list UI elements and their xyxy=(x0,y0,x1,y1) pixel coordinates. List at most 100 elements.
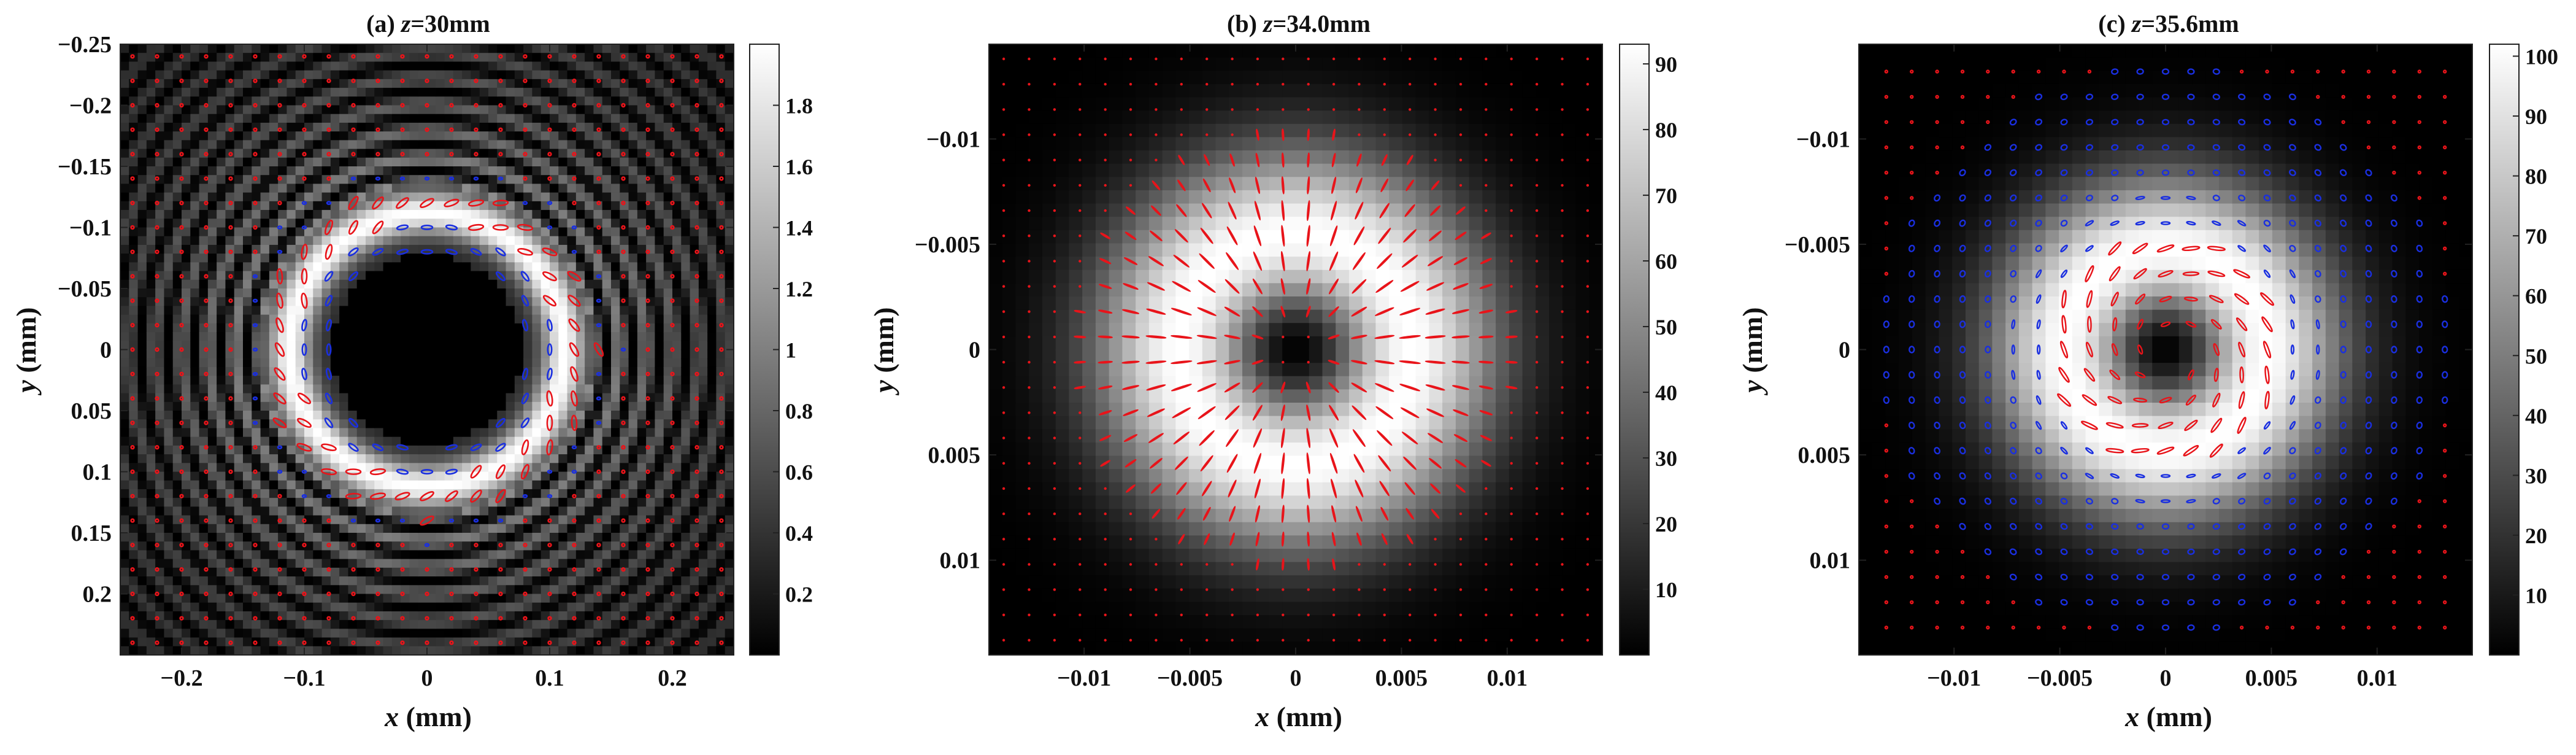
intensity-cell xyxy=(190,323,200,333)
intensity-cell xyxy=(471,341,480,350)
intensity-cell xyxy=(155,210,165,220)
intensity-cell xyxy=(330,585,340,595)
intensity-cell xyxy=(164,244,174,254)
intensity-cell xyxy=(681,602,691,612)
intensity-cell xyxy=(567,401,577,411)
intensity-cell xyxy=(444,105,454,115)
intensity-cell xyxy=(260,210,270,220)
intensity-cell xyxy=(698,314,708,324)
intensity-cell xyxy=(663,629,673,638)
intensity-cell xyxy=(137,61,147,71)
intensity-cell xyxy=(217,620,226,630)
intensity-cell xyxy=(611,384,621,394)
intensity-cell xyxy=(199,411,209,420)
intensity-cell xyxy=(321,533,331,543)
intensity-cell xyxy=(129,166,139,176)
intensity-cell xyxy=(164,454,174,464)
intensity-cell xyxy=(698,401,708,411)
intensity-cell xyxy=(523,254,533,263)
intensity-cell xyxy=(418,445,428,455)
intensity-cell xyxy=(137,620,147,630)
intensity-cell xyxy=(295,401,305,411)
intensity-cell xyxy=(137,594,147,603)
intensity-cell xyxy=(637,297,647,307)
intensity-cell xyxy=(366,332,375,342)
intensity-cell xyxy=(444,358,454,368)
intensity-cell xyxy=(585,175,594,185)
intensity-cell xyxy=(418,384,428,394)
intensity-cell xyxy=(225,306,235,316)
intensity-cell xyxy=(506,515,515,525)
intensity-cell xyxy=(217,480,226,490)
intensity-cell xyxy=(339,157,349,167)
intensity-cell xyxy=(278,254,288,263)
intensity-cell xyxy=(304,149,314,158)
intensity-cell xyxy=(366,602,375,612)
intensity-cell xyxy=(252,576,261,586)
intensity-cell xyxy=(137,88,147,98)
intensity-cell xyxy=(348,358,358,368)
intensity-cell xyxy=(681,366,691,376)
intensity-cell xyxy=(575,122,585,132)
intensity-cell xyxy=(155,550,165,560)
intensity-cell xyxy=(725,358,734,368)
intensity-cell xyxy=(558,349,568,359)
intensity-cell xyxy=(366,306,375,316)
intensity-cell xyxy=(330,262,340,272)
intensity-cell xyxy=(462,533,472,543)
intensity-cell xyxy=(401,44,410,54)
intensity-cell xyxy=(497,559,507,568)
intensity-cell xyxy=(374,254,384,263)
intensity-cell xyxy=(286,419,296,429)
intensity-cell xyxy=(137,515,147,525)
intensity-cell xyxy=(655,184,664,193)
intensity-cell xyxy=(725,454,734,464)
intensity-cell xyxy=(655,559,664,568)
intensity-cell xyxy=(234,550,244,560)
intensity-cell xyxy=(655,227,664,237)
intensity-cell xyxy=(646,262,656,272)
intensity-cell xyxy=(488,105,498,115)
intensity-cell xyxy=(418,140,428,150)
intensity-cell xyxy=(532,175,542,185)
intensity-cell xyxy=(313,79,323,88)
intensity-cell xyxy=(269,376,279,385)
intensity-cell xyxy=(374,114,384,123)
intensity-cell xyxy=(260,96,270,106)
intensity-cell xyxy=(593,620,603,630)
intensity-cell xyxy=(330,288,340,298)
intensity-cell xyxy=(391,166,401,176)
intensity-cell xyxy=(444,88,454,98)
intensity-cell xyxy=(234,88,244,98)
intensity-cell xyxy=(471,254,480,263)
intensity-cell xyxy=(164,254,174,263)
intensity-cell xyxy=(120,149,130,158)
intensity-cell xyxy=(330,341,340,350)
intensity-cell xyxy=(321,480,331,490)
intensity-cell xyxy=(532,480,542,490)
intensity-cell xyxy=(252,88,261,98)
intensity-cell xyxy=(401,576,410,586)
intensity-cell xyxy=(453,105,463,115)
intensity-cell xyxy=(532,550,542,560)
intensity-cell xyxy=(628,506,638,516)
intensity-cell xyxy=(217,611,226,621)
intensity-cell xyxy=(155,227,165,237)
intensity-cell xyxy=(418,61,428,71)
intensity-cell xyxy=(602,61,612,71)
intensity-cell xyxy=(207,244,217,254)
intensity-cell xyxy=(532,445,542,455)
intensity-cell xyxy=(286,585,296,595)
intensity-cell xyxy=(681,401,691,411)
intensity-cell xyxy=(252,306,261,316)
intensity-cell xyxy=(321,567,331,577)
intensity-cell xyxy=(690,61,699,71)
intensity-cell xyxy=(401,524,410,533)
intensity-cell xyxy=(207,192,217,202)
intensity-cell xyxy=(444,192,454,202)
intensity-cell xyxy=(462,358,472,368)
intensity-cell xyxy=(207,541,217,551)
intensity-cell xyxy=(725,184,734,193)
intensity-cell xyxy=(120,489,130,498)
intensity-cell xyxy=(602,585,612,595)
